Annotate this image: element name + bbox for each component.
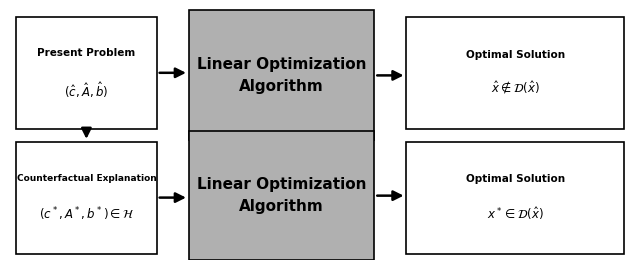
Text: $(\hat{c}, \hat{A}, \hat{b})$: $(\hat{c}, \hat{A}, \hat{b})$ bbox=[64, 80, 109, 100]
Bar bbox=[406, 142, 624, 254]
Text: $(c^*, A^*, b^*) \in \mathcal{H}$: $(c^*, A^*, b^*) \in \mathcal{H}$ bbox=[39, 206, 134, 223]
Bar bbox=[16, 142, 157, 254]
Text: $\hat{x} \notin \mathcal{D}(\hat{x})$: $\hat{x} \notin \mathcal{D}(\hat{x})$ bbox=[491, 80, 540, 97]
Text: Linear Optimization
Algorithm: Linear Optimization Algorithm bbox=[197, 57, 366, 94]
Bar bbox=[406, 17, 624, 129]
Text: Present Problem: Present Problem bbox=[37, 48, 136, 58]
Bar bbox=[189, 10, 374, 140]
Text: $x^* \in \mathcal{D}(\hat{x})$: $x^* \in \mathcal{D}(\hat{x})$ bbox=[487, 205, 543, 222]
Text: Linear Optimization
Algorithm: Linear Optimization Algorithm bbox=[197, 177, 366, 214]
Text: Counterfactual Explanation: Counterfactual Explanation bbox=[17, 174, 156, 183]
Bar bbox=[189, 131, 374, 260]
Text: Optimal Solution: Optimal Solution bbox=[466, 174, 564, 184]
Bar bbox=[16, 17, 157, 129]
Text: Optimal Solution: Optimal Solution bbox=[466, 50, 564, 60]
